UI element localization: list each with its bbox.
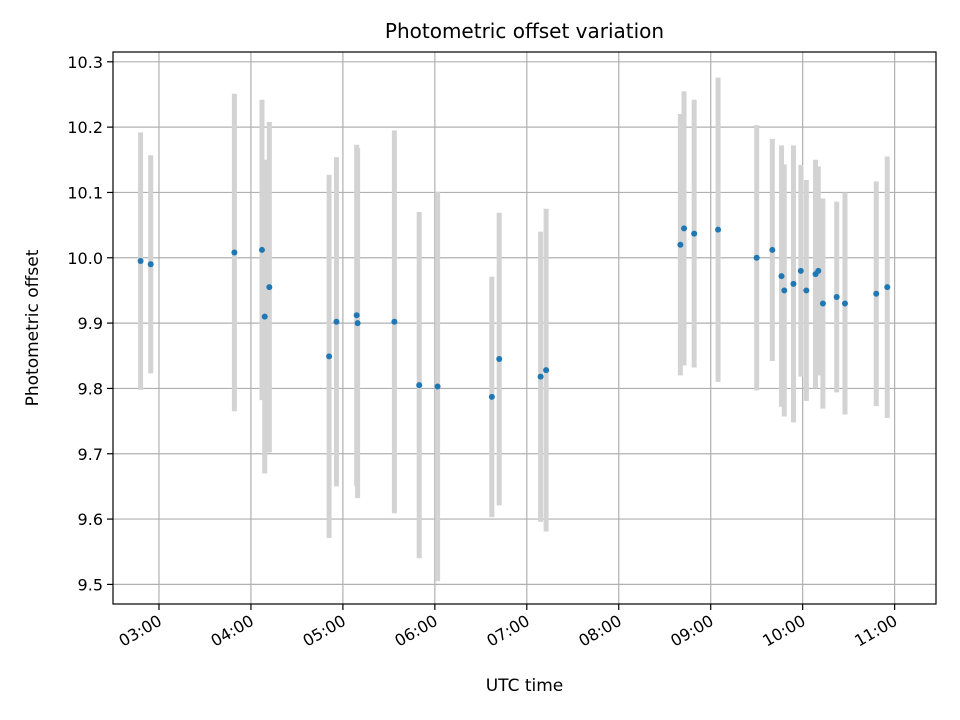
data-point — [681, 225, 688, 232]
y-tick-label: 9.9 — [78, 314, 103, 333]
data-point — [391, 318, 398, 325]
data-point — [543, 367, 550, 374]
data-point — [790, 280, 797, 287]
data-point — [781, 287, 788, 294]
data-point — [416, 382, 423, 389]
y-tick-label: 9.6 — [78, 510, 103, 529]
plot-frame — [112, 51, 937, 605]
data-point — [715, 226, 722, 233]
data-point — [137, 258, 144, 265]
data-point — [354, 320, 361, 327]
y-tick-label: 10.1 — [67, 183, 103, 202]
y-tick-label: 10.2 — [67, 118, 103, 137]
data-point — [753, 254, 760, 261]
data-point — [833, 293, 840, 300]
y-tick-label: 10.3 — [67, 53, 103, 72]
data-point — [691, 230, 698, 237]
data-point — [434, 383, 441, 390]
data-point — [677, 241, 684, 248]
data-point — [147, 261, 154, 268]
data-point — [333, 318, 340, 325]
y-tick-label: 9.7 — [78, 445, 103, 464]
data-point — [537, 373, 544, 380]
grid-lines — [113, 52, 936, 604]
data-point — [488, 393, 495, 400]
data-point — [353, 312, 360, 319]
data-point — [769, 246, 776, 253]
data-point — [231, 249, 238, 256]
y-tick-label: 9.8 — [78, 379, 103, 398]
data-point — [873, 290, 880, 297]
data-point — [496, 356, 503, 363]
data-point — [261, 313, 268, 320]
data-point — [326, 353, 333, 360]
y-axis-label: Photometric offset — [23, 249, 43, 406]
data-point — [815, 267, 822, 274]
y-axis-ticks: 9.5 9.6 9.7 9.8 9.9 10.0 10.1 10.2 10.3 — [67, 53, 113, 594]
data-point — [258, 246, 265, 253]
data-point — [841, 300, 848, 307]
data-point — [778, 273, 785, 280]
chart-title: Photometric offset variation — [385, 19, 664, 43]
data-point — [803, 287, 810, 294]
data-point — [884, 284, 891, 291]
data-point — [797, 267, 804, 274]
data-points — [137, 225, 891, 400]
y-tick-label: 9.5 — [78, 575, 103, 594]
y-tick-label: 10.0 — [67, 249, 103, 268]
data-point — [266, 284, 273, 291]
x-axis-label: UTC time — [486, 676, 564, 696]
data-point — [819, 300, 826, 307]
